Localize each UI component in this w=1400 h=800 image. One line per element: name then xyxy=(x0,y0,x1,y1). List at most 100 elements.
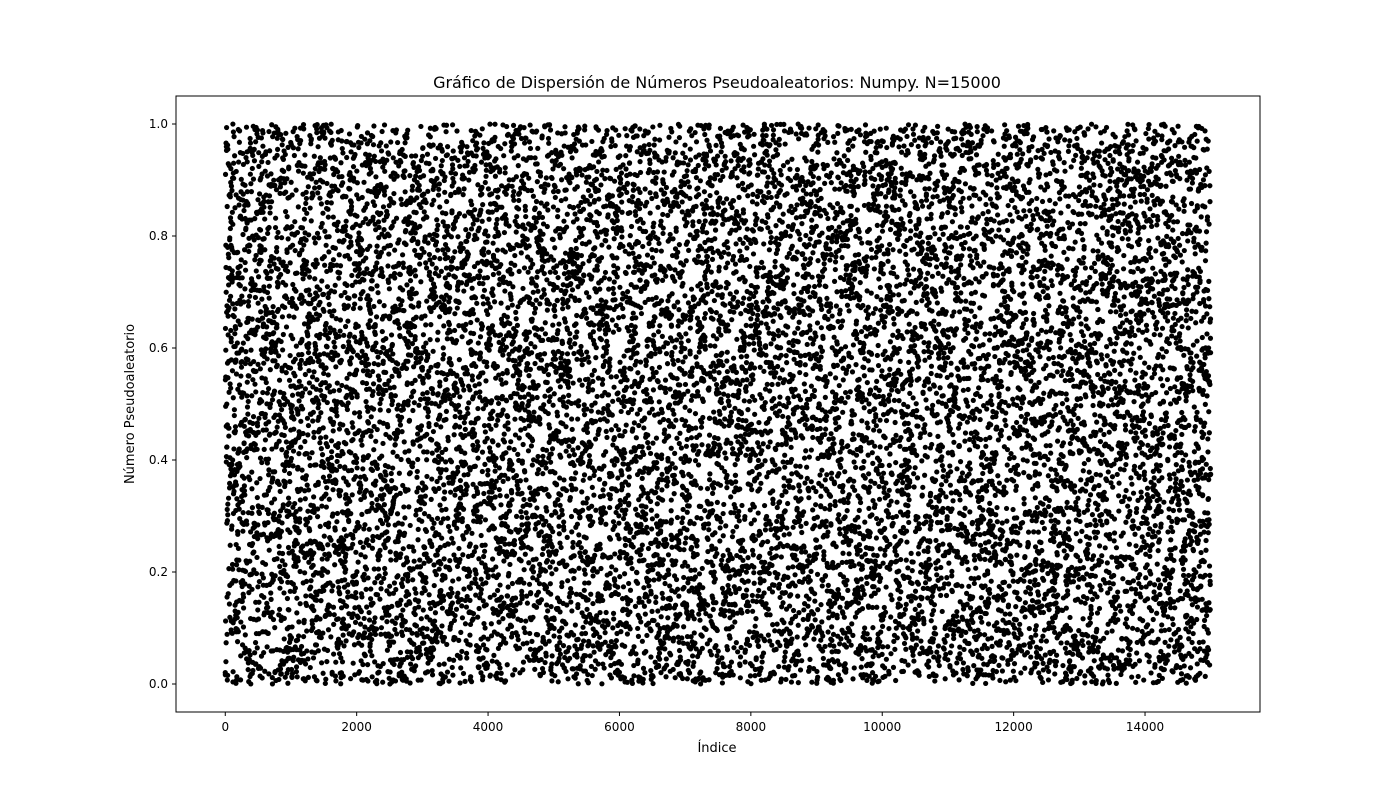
data-point xyxy=(254,127,261,133)
data-point xyxy=(364,130,371,136)
data-point xyxy=(502,170,508,176)
data-point xyxy=(356,261,362,267)
data-point xyxy=(538,357,545,363)
data-point xyxy=(320,179,326,185)
data-point xyxy=(526,560,532,566)
data-point xyxy=(310,562,316,568)
data-point xyxy=(314,126,320,132)
data-point xyxy=(314,678,320,684)
data-point xyxy=(486,347,492,353)
data-point xyxy=(353,595,359,601)
data-point xyxy=(498,300,504,306)
data-point xyxy=(458,241,464,247)
data-point xyxy=(348,242,354,248)
data-point xyxy=(412,377,418,383)
data-point xyxy=(480,281,486,287)
data-point xyxy=(238,373,244,379)
data-point xyxy=(255,300,261,306)
data-point xyxy=(446,678,452,684)
data-point xyxy=(234,674,240,680)
data-point xyxy=(257,455,264,461)
data-point xyxy=(310,655,317,661)
data-point xyxy=(460,245,466,251)
data-point xyxy=(222,171,229,177)
data-point xyxy=(508,529,514,535)
data-point xyxy=(305,508,311,514)
data-point xyxy=(258,249,264,255)
data-point xyxy=(290,336,296,342)
data-point xyxy=(532,224,538,231)
data-point xyxy=(501,635,507,642)
data-point xyxy=(320,460,326,466)
data-point xyxy=(452,249,458,255)
data-point xyxy=(258,257,264,264)
data-point xyxy=(224,203,230,210)
data-point xyxy=(361,615,367,622)
data-point xyxy=(365,662,371,668)
data-point xyxy=(228,385,234,391)
data-point xyxy=(306,559,312,565)
data-point xyxy=(249,486,255,492)
data-point xyxy=(328,438,335,444)
data-point xyxy=(353,589,359,596)
data-point xyxy=(394,173,400,179)
data-point xyxy=(271,177,277,183)
data-point xyxy=(337,463,343,469)
data-point xyxy=(534,128,540,134)
data-point xyxy=(525,521,532,527)
data-point xyxy=(315,144,321,150)
data-point xyxy=(236,446,242,452)
data-point xyxy=(495,400,502,407)
data-point xyxy=(452,612,458,619)
data-point xyxy=(482,542,488,548)
data-point xyxy=(231,407,237,413)
data-point xyxy=(469,285,475,291)
data-point xyxy=(426,251,432,258)
data-point xyxy=(314,230,321,236)
data-point xyxy=(297,516,303,522)
data-point xyxy=(273,249,280,255)
data-point xyxy=(434,552,440,558)
data-point xyxy=(346,295,352,301)
data-point xyxy=(329,137,335,144)
data-point xyxy=(366,609,372,616)
data-point xyxy=(258,135,265,141)
data-point xyxy=(414,632,420,638)
data-point xyxy=(370,600,376,606)
scatter-points xyxy=(222,121,1214,687)
data-point xyxy=(225,375,231,381)
data-point xyxy=(246,248,252,255)
data-point xyxy=(398,196,404,202)
data-point xyxy=(251,237,257,243)
data-point xyxy=(446,321,452,328)
data-point xyxy=(240,150,246,157)
data-point xyxy=(299,336,305,343)
data-point xyxy=(361,571,367,577)
data-point xyxy=(478,532,484,539)
data-point xyxy=(242,360,249,367)
data-point xyxy=(274,324,280,331)
data-point xyxy=(341,537,347,543)
data-point xyxy=(257,227,264,233)
data-point xyxy=(442,674,448,680)
data-point xyxy=(283,453,290,459)
data-point xyxy=(450,578,456,584)
data-point xyxy=(229,630,235,636)
data-point xyxy=(481,287,488,293)
data-point xyxy=(300,121,307,128)
data-point xyxy=(340,451,346,457)
data-point xyxy=(530,193,536,199)
data-point xyxy=(268,268,275,274)
data-point xyxy=(418,616,424,622)
data-point xyxy=(280,347,286,353)
data-point xyxy=(512,667,518,673)
data-point xyxy=(431,646,437,652)
data-point xyxy=(391,661,397,668)
data-point xyxy=(446,272,452,278)
data-point xyxy=(319,452,326,458)
data-point xyxy=(358,609,364,615)
data-point xyxy=(258,309,264,315)
data-point xyxy=(242,568,249,575)
data-point xyxy=(240,594,247,600)
data-point xyxy=(297,506,303,512)
